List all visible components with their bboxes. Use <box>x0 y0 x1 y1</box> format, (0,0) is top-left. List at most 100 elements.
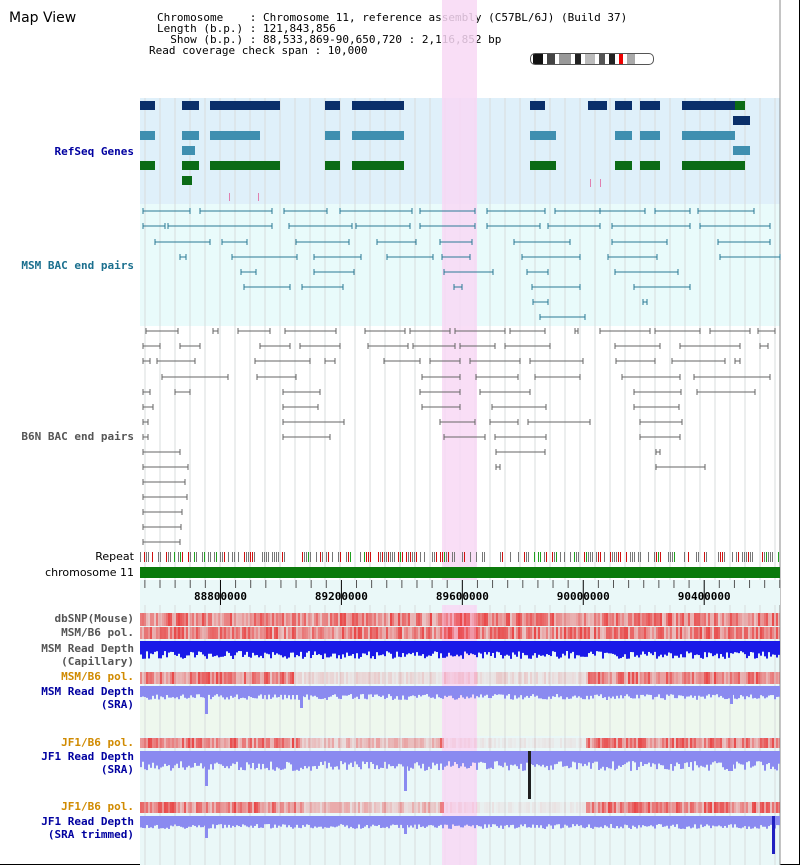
jf1-pol2-heat-cell <box>362 802 364 813</box>
msm-cap-depth-bar <box>258 641 260 658</box>
msm-sra-depth-bar <box>398 686 400 700</box>
msm-pol2-heat-cell <box>438 672 440 684</box>
msm-cap-depth-bar <box>616 641 618 657</box>
msm-sra-depth-bar <box>318 686 320 699</box>
msm-pol-heat-cell <box>346 627 348 639</box>
msm-pol-heat-cell <box>430 627 432 639</box>
msm-pol-heat-cell <box>534 627 536 639</box>
msm-pol2-heat-cell <box>710 672 712 684</box>
jf1-pol-heat-cell <box>326 738 328 748</box>
jf1-trim-depth-bar <box>624 816 626 825</box>
jf1-sra-depth-bar <box>304 751 306 767</box>
dbsnp-heat-cell <box>462 613 464 626</box>
jf1-pol2-heat-cell <box>256 802 258 813</box>
jf1-pol2-heat-cell <box>500 802 502 813</box>
msm-pol-heat-cell <box>366 627 368 639</box>
jf1-pol-heat-cell <box>298 738 300 748</box>
jf1-trim-depth-bar <box>226 816 228 828</box>
jf1-pol-heat-cell <box>656 738 658 748</box>
jf1-pol-heat-cell <box>710 738 712 748</box>
msm-cap-depth-bar <box>282 641 284 658</box>
dbsnp-heat-cell <box>224 613 226 626</box>
repeat-mark <box>482 552 483 562</box>
jf1-pol-heat-cell <box>550 738 552 748</box>
msm-sra-depth-bar <box>188 686 190 698</box>
dbsnp-heat-cell <box>166 613 168 626</box>
jf1-pol-heat-cell <box>432 738 434 748</box>
msm-pol-heat-cell <box>294 627 296 639</box>
label-msm-bac[interactable]: MSM BAC end pairs <box>21 259 134 272</box>
jf1-pol2-heat-cell <box>488 802 490 813</box>
msm-pol-heat-cell <box>214 627 216 639</box>
jf1-pol-heat-cell <box>404 738 406 748</box>
msm-cap-depth-bar <box>266 641 268 654</box>
jf1-sra-depth-bar <box>186 751 188 768</box>
msm-pol2-heat-cell <box>732 672 734 684</box>
msm-cap-depth-bar <box>760 641 762 656</box>
msm-pol2-heat-cell <box>752 672 754 684</box>
msm-cap-depth-bar <box>218 641 220 658</box>
msm-pol-heat-cell <box>544 627 546 639</box>
msm-sra-depth-bar <box>490 686 492 699</box>
jf1-pol2-heat-cell <box>182 802 184 813</box>
repeat-mark <box>414 552 415 562</box>
dbsnp-heat-cell <box>584 613 586 626</box>
label-refseq-genes[interactable]: RefSeq Genes <box>54 145 134 158</box>
msm-pol-heat-cell <box>150 627 152 639</box>
jf1-sra-depth-bar <box>348 751 350 765</box>
msm-pol2-heat-cell <box>420 672 422 684</box>
repeat-mark <box>658 552 659 562</box>
dbsnp-heat-cell <box>560 613 562 626</box>
jf1-sra-depth-bar <box>310 751 312 771</box>
jf1-pol-heat-cell <box>510 738 512 748</box>
depth-spike <box>205 816 208 838</box>
jf1-pol2-heat-cell <box>398 802 400 813</box>
msm-pol2-heat-cell <box>564 672 566 684</box>
dbsnp-heat-cell <box>370 613 372 626</box>
msm-sra-depth-bar <box>434 686 436 699</box>
msm-pol-heat-cell <box>300 627 302 639</box>
jf1-trim-depth-bar <box>514 816 516 829</box>
dbsnp-heat-cell <box>588 613 590 626</box>
msm-sra-depth-bar <box>770 686 772 696</box>
msm-pol-heat-cell <box>582 627 584 639</box>
msm-pol-heat-cell <box>624 627 626 639</box>
msm-cap-depth-bar <box>498 641 500 653</box>
jf1-sra-depth-bar <box>692 751 694 771</box>
jf1-sra-depth-bar <box>294 751 296 771</box>
msm-pol2-heat-cell <box>370 672 372 684</box>
repeat-mark <box>770 552 771 562</box>
msm-pol-heat-cell <box>754 627 756 639</box>
length-line: Length (b.p.) : 121,843,856 <box>157 22 336 35</box>
jf1-sra-depth-bar <box>622 751 624 766</box>
jf1-pol2-heat-cell <box>384 802 386 813</box>
label-b6n-bac[interactable]: B6N BAC end pairs <box>21 430 134 443</box>
jf1-pol-heat-cell <box>396 738 398 748</box>
jf1-pol2-heat-cell <box>218 802 220 813</box>
jf1-pol2-heat-cell <box>166 802 168 813</box>
msm-sra-depth-bar <box>144 686 146 697</box>
msm-pol2-heat-cell <box>168 672 170 684</box>
msm-cap-depth-bar <box>512 641 514 653</box>
jf1-trim-depth-bar <box>602 816 604 829</box>
msm-pol2-heat-cell <box>258 672 260 684</box>
msm-cap-depth-bar <box>676 641 678 656</box>
jf1-trim-depth-bar <box>336 816 338 827</box>
repeat-mark <box>596 552 597 562</box>
repeat-mark <box>766 552 767 562</box>
chromosome-ideogram[interactable] <box>530 53 654 65</box>
msm-cap-depth-bar <box>540 641 542 656</box>
gene-block <box>640 131 660 140</box>
jf1-sra-depth-bar <box>760 751 762 762</box>
jf1-sra-depth-bar <box>454 751 456 763</box>
msm-pol-heat-cell <box>362 627 364 639</box>
jf1-pol2-heat-cell <box>746 802 748 813</box>
msm-sra-depth-bar <box>372 686 374 698</box>
msm-pol-heat-cell <box>442 627 444 639</box>
msm-sra-depth-bar <box>658 686 660 695</box>
msm-pol-heat-cell <box>186 627 188 639</box>
jf1-pol2-heat-cell <box>356 802 358 813</box>
msm-pol2-heat-cell <box>468 672 470 684</box>
jf1-trim-depth-bar <box>458 816 460 826</box>
